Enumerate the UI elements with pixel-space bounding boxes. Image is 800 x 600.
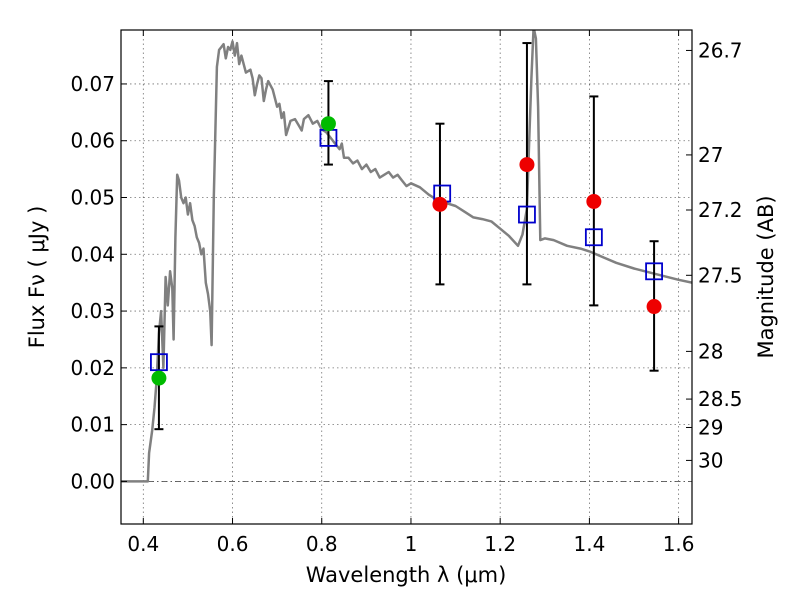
magnitude-tick-label: 27 (698, 143, 723, 167)
error-bars (154, 42, 659, 431)
y-tick-label: 0.00 (70, 469, 115, 493)
x-tick-label: 0.8 (306, 532, 338, 556)
observed-flux-point (151, 370, 167, 386)
x-tick-label: 0.4 (127, 532, 159, 556)
magnitude-tick-label: 28 (698, 339, 723, 363)
plot-frame (120, 29, 693, 525)
model-photometry-square (584, 228, 603, 247)
y-axis-ticks: 0.00 0.01 0.02 0.03 0.04 0.05 0.06 0.07 (70, 72, 127, 493)
y-tick-label: 0.01 (70, 413, 115, 437)
model-spectrum-line (121, 30, 692, 483)
observed-photometry-points (151, 116, 662, 386)
x-tick-label: 1 (405, 532, 418, 556)
magnitude-tick-label: 29 (698, 415, 723, 439)
y-axis-label: Flux Fν ( μJy ) (25, 206, 49, 349)
y-tick-label: 0.02 (70, 356, 115, 380)
magnitude-tick-label: 28.5 (698, 387, 743, 411)
observed-flux-point (519, 157, 535, 173)
magnitude-tick-label: 26.7 (698, 38, 743, 62)
y-tick-label: 0.03 (70, 299, 115, 323)
x-tick-label: 1.6 (663, 532, 695, 556)
model-photometry-square (150, 353, 168, 372)
x-axis-ticks: 0.4 0.6 0.8 1 1.2 1.4 1.6 (127, 30, 695, 556)
observed-flux-point (586, 193, 602, 209)
y-tick-label: 0.07 (70, 72, 115, 96)
observed-flux-point (646, 299, 662, 315)
magnitude-tick-label: 30 (698, 448, 723, 472)
model-photometry-square (645, 262, 663, 281)
observed-flux-point (320, 116, 336, 132)
y-tick-label: 0.05 (70, 186, 115, 210)
magnitude-tick-label: 27.2 (698, 198, 743, 222)
magnitude-axis-ticks: 26.7 27 27.2 27.5 28 28.5 29 30 (686, 38, 743, 472)
x-tick-label: 1.2 (484, 532, 516, 556)
observed-flux-point (432, 196, 448, 212)
x-tick-label: 0.6 (217, 532, 249, 556)
model-photometry-square (518, 205, 536, 224)
x-tick-label: 1.4 (573, 532, 605, 556)
magnitude-axis-label: Magnitude (AB) (754, 195, 778, 358)
y-tick-label: 0.06 (70, 129, 115, 153)
x-axis-label: Wavelength λ (μm) (306, 563, 507, 587)
magnitude-tick-label: 27.5 (698, 263, 743, 287)
y-tick-label: 0.04 (70, 242, 115, 266)
